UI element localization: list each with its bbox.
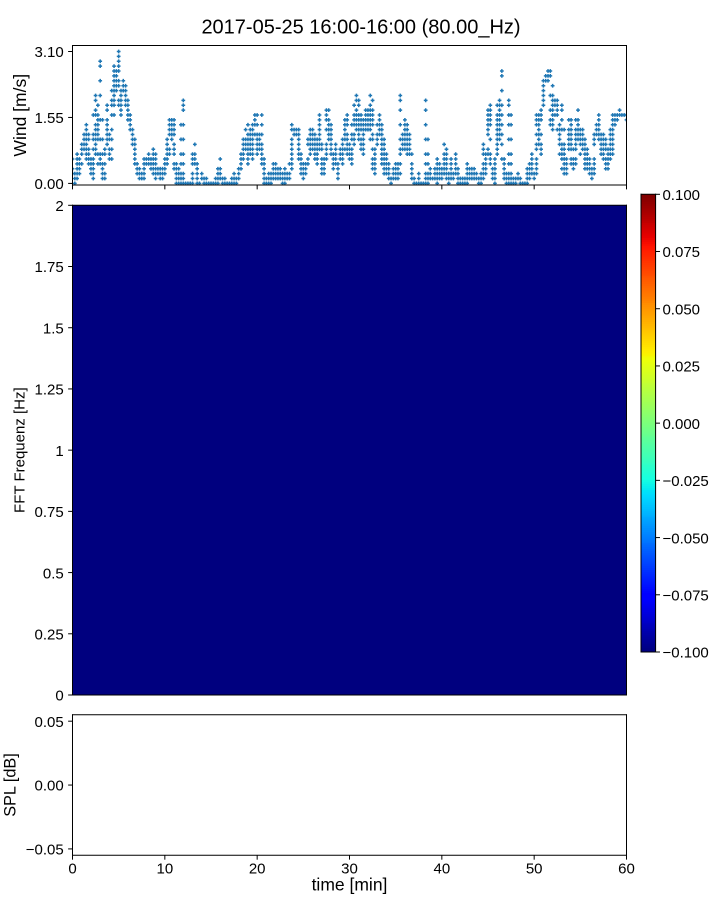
svg-text:0: 0	[68, 860, 76, 877]
svg-text:30: 30	[341, 860, 358, 877]
svg-text:50: 50	[526, 860, 543, 877]
svg-text:0.5: 0.5	[43, 565, 64, 582]
svg-text:0.25: 0.25	[35, 626, 64, 643]
svg-text:−0.100: −0.100	[662, 645, 708, 662]
svg-text:FFT Frequenz [Hz]: FFT Frequenz [Hz]	[12, 387, 29, 513]
svg-text:1.55: 1.55	[35, 110, 64, 127]
svg-text:0.00: 0.00	[35, 176, 64, 193]
svg-text:1.75: 1.75	[35, 259, 64, 276]
svg-text:60: 60	[618, 860, 635, 877]
svg-text:0.75: 0.75	[35, 504, 64, 521]
svg-text:3.10: 3.10	[35, 44, 64, 61]
svg-text:1.5: 1.5	[43, 320, 64, 337]
svg-text:SPL [dB]: SPL [dB]	[1, 753, 19, 817]
svg-text:2017-05-25 16:00-16:00 (80.00_: 2017-05-25 16:00-16:00 (80.00_Hz)	[201, 16, 520, 38]
svg-text:time [min]: time [min]	[312, 875, 388, 895]
svg-text:0.000: 0.000	[662, 416, 700, 433]
svg-text:0.05: 0.05	[35, 714, 64, 731]
svg-text:40: 40	[433, 860, 450, 877]
svg-text:20: 20	[249, 860, 266, 877]
svg-text:10: 10	[156, 860, 173, 877]
svg-text:2: 2	[55, 198, 63, 215]
svg-text:Wind [m/s]: Wind [m/s]	[10, 74, 30, 157]
svg-text:−0.075: −0.075	[662, 587, 708, 604]
svg-text:−0.050: −0.050	[662, 530, 708, 547]
svg-text:0: 0	[55, 688, 63, 705]
svg-text:0.025: 0.025	[662, 359, 700, 376]
svg-text:0.00: 0.00	[35, 778, 64, 795]
svg-text:0.050: 0.050	[662, 301, 700, 318]
svg-text:1.25: 1.25	[35, 382, 64, 399]
svg-text:0.100: 0.100	[662, 187, 700, 204]
svg-text:−0.025: −0.025	[662, 473, 708, 490]
svg-text:1: 1	[55, 443, 63, 460]
svg-text:0.075: 0.075	[662, 244, 700, 261]
svg-text:−0.05: −0.05	[26, 842, 64, 859]
